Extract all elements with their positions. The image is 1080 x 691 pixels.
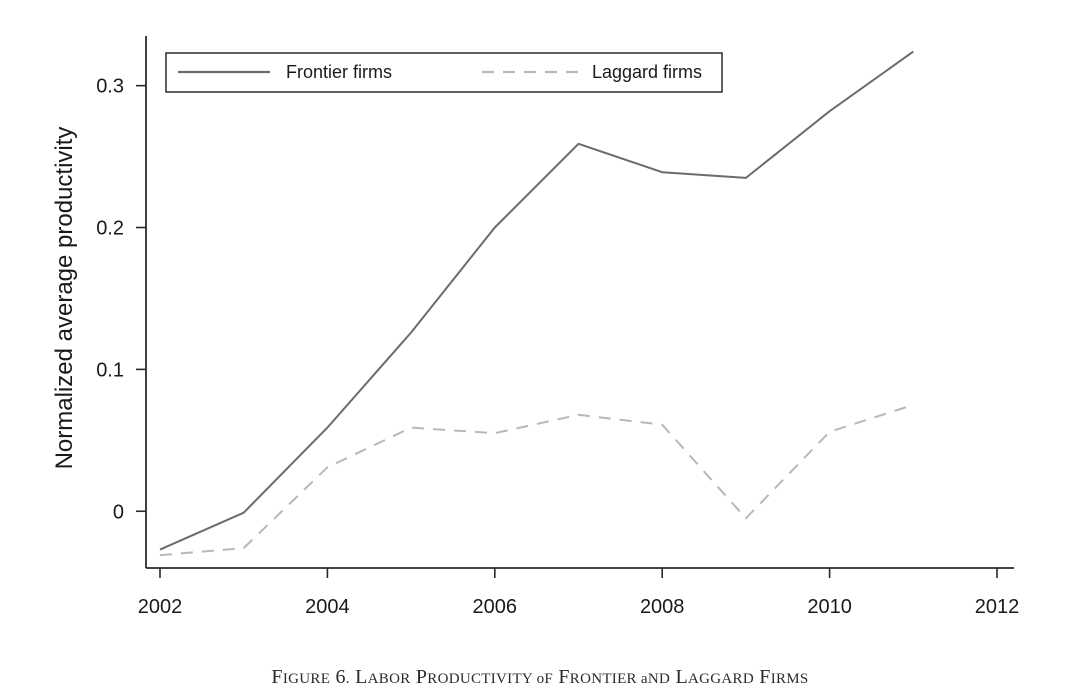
y-tick-label: 0.1 xyxy=(96,359,124,381)
x-tick-label: 2012 xyxy=(975,596,1020,618)
laggard-firms-line xyxy=(159,403,914,557)
x-ticks: 2002 2004 2006 2008 2010 2012 xyxy=(138,568,1020,618)
y-axis-title: Normalized average productivity xyxy=(51,127,78,470)
x-tick-label: 2006 xyxy=(473,596,518,618)
y-tick-label: 0.2 xyxy=(96,218,124,240)
legend: Frontier firms Laggard firms xyxy=(165,52,723,93)
figure-caption: FIGURE 6. LABOR PRODUCTIVITY oF FRONTIER… xyxy=(271,666,808,688)
x-tick-label: 2004 xyxy=(305,596,350,618)
series-group xyxy=(159,50,914,557)
legend-laggard-label: Laggard firms xyxy=(592,62,702,82)
legend-frontier-label: Frontier firms xyxy=(286,62,392,82)
x-tick-label: 2002 xyxy=(138,596,183,618)
x-tick-label: 2008 xyxy=(640,596,685,618)
frontier-firms-line xyxy=(159,50,914,551)
x-tick-label: 2010 xyxy=(807,596,852,618)
y-tick-label: 0.3 xyxy=(96,76,124,98)
y-tick-label: 0 xyxy=(113,501,124,523)
y-ticks: 0 0.1 0.2 0.3 xyxy=(96,76,146,523)
